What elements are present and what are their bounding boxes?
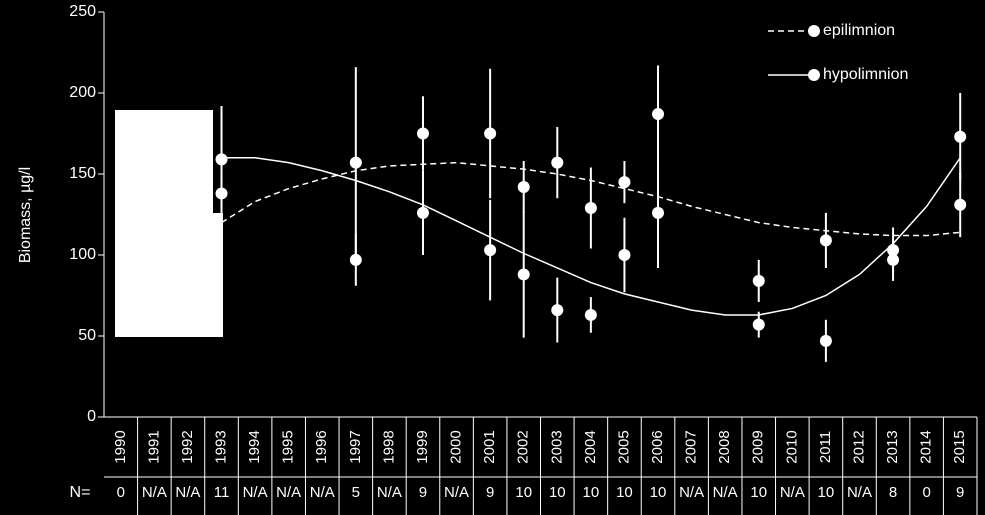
- n-value: 10: [616, 484, 633, 501]
- overlay-box: [115, 110, 213, 213]
- n-value: 9: [486, 484, 494, 501]
- data-point: [752, 274, 765, 287]
- data-point: [652, 206, 665, 219]
- x-tick-label: 1991: [145, 430, 162, 463]
- n-value: N/A: [175, 484, 200, 501]
- data-point: [752, 318, 765, 331]
- data-point: [618, 176, 631, 189]
- n-value: N/A: [276, 484, 301, 501]
- data-point: [819, 234, 832, 247]
- x-tick-label: 2000: [448, 430, 465, 463]
- y-tick-label: 250: [69, 3, 96, 20]
- n-value: 5: [352, 484, 360, 501]
- n-value: 10: [549, 484, 566, 501]
- n-value: N/A: [444, 484, 469, 501]
- data-point: [652, 108, 665, 121]
- x-tick-label: 2004: [582, 430, 599, 463]
- x-tick-label: 2012: [850, 430, 867, 463]
- n-value: 10: [650, 484, 667, 501]
- n-value: N/A: [713, 484, 738, 501]
- trend-line: [221, 157, 961, 316]
- x-tick-label: 2008: [716, 430, 733, 463]
- data-point: [887, 244, 900, 257]
- x-tick-label: 2002: [515, 430, 532, 463]
- x-tick-label: 1997: [347, 430, 364, 463]
- x-tick-label: 2003: [548, 430, 565, 463]
- x-tick-label: 1999: [414, 430, 431, 463]
- n-value: 0: [117, 484, 125, 501]
- legend-marker: [808, 69, 820, 81]
- x-tick-label: 2013: [884, 430, 901, 463]
- y-axis-label: Biomass, µg/l: [17, 167, 34, 263]
- n-value: 10: [818, 484, 835, 501]
- data-point: [484, 127, 497, 140]
- x-tick-label: 1990: [112, 430, 129, 463]
- data-point: [215, 153, 228, 166]
- data-point: [551, 156, 564, 169]
- legend-label: hypolimnion: [823, 66, 908, 83]
- y-tick-label: 100: [69, 246, 96, 263]
- data-point: [349, 156, 362, 169]
- x-tick-label: 2006: [649, 430, 666, 463]
- data-point: [618, 249, 631, 261]
- x-tick-label: 1992: [179, 430, 196, 463]
- data-point: [349, 253, 362, 266]
- data-point: [954, 198, 967, 211]
- n-value: 10: [515, 484, 532, 501]
- n-value: 9: [419, 484, 427, 501]
- data-point: [517, 180, 530, 193]
- x-tick-label: 1996: [313, 430, 330, 463]
- x-tick-label: 1994: [246, 430, 263, 463]
- x-tick-label: 1998: [380, 430, 397, 463]
- data-point: [416, 206, 429, 219]
- n-value: 10: [750, 484, 767, 501]
- x-tick-label: 1993: [212, 430, 229, 463]
- y-tick-label: 50: [78, 327, 96, 344]
- x-tick-label: 2014: [918, 430, 935, 463]
- data-point: [551, 304, 564, 317]
- n-value: N/A: [310, 484, 335, 501]
- data-point: [584, 202, 597, 215]
- n-value: 11: [214, 484, 230, 501]
- y-tick-label: 200: [69, 84, 96, 101]
- n-value: N/A: [847, 484, 872, 501]
- overlay-box: [115, 213, 223, 337]
- x-tick-label: 2011: [817, 431, 834, 463]
- x-tick-label: 1995: [280, 430, 297, 463]
- n-value: 9: [956, 484, 964, 501]
- x-tick-label: 2009: [750, 430, 767, 463]
- data-point: [819, 334, 832, 347]
- n-value: N/A: [377, 484, 402, 501]
- n-value: N/A: [243, 484, 268, 501]
- x-tick-label: 2010: [783, 430, 800, 463]
- n-label: N=: [70, 484, 91, 501]
- data-point: [954, 130, 967, 143]
- n-value: 0: [922, 484, 930, 501]
- x-tick-label: 2001: [481, 430, 498, 463]
- y-tick-label: 0: [87, 408, 96, 425]
- y-tick-label: 150: [69, 165, 96, 182]
- x-tick-label: 2015: [951, 430, 968, 463]
- data-point: [416, 127, 429, 140]
- x-tick-label: 2007: [683, 430, 700, 463]
- x-tick-label: 2005: [615, 430, 632, 463]
- data-point: [584, 308, 597, 321]
- n-value: N/A: [142, 484, 167, 501]
- data-point: [484, 244, 497, 257]
- legend-label: epilimnion: [823, 22, 895, 39]
- n-value: 8: [889, 484, 897, 501]
- n-value: 10: [583, 484, 600, 501]
- n-value: N/A: [780, 484, 805, 501]
- data-point: [517, 268, 530, 281]
- n-value: N/A: [679, 484, 704, 501]
- legend-marker: [808, 25, 820, 37]
